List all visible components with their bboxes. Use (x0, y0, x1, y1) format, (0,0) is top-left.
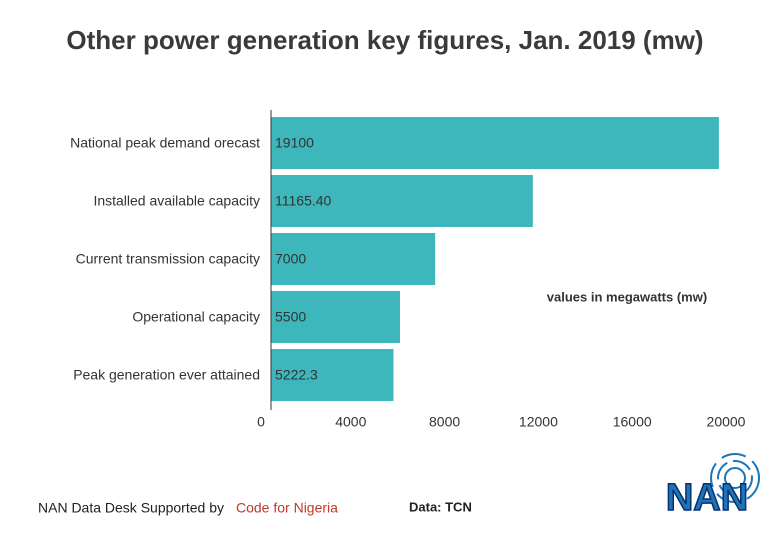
bar (271, 117, 719, 169)
x-tick-label: 20000 (707, 414, 746, 430)
footer-credit: NAN Data Desk Supported by (38, 500, 224, 516)
x-tick-label: 0 (257, 414, 265, 430)
logo-ring (710, 453, 760, 503)
value-label: 19100 (275, 135, 314, 151)
x-tick-label: 4000 (335, 414, 366, 430)
bar (271, 175, 533, 227)
footer-partner[interactable]: Code for Nigeria (236, 500, 338, 516)
logo-text: NAN (666, 477, 748, 519)
bar (271, 291, 400, 343)
y-tick-label: Peak generation ever attained (73, 367, 260, 383)
x-tick-label: 8000 (429, 414, 460, 430)
value-label: 5500 (275, 309, 306, 325)
y-tick-label: Operational capacity (132, 309, 260, 325)
x-tick-label: 16000 (613, 414, 652, 430)
y-tick-label: National peak demand orecast (70, 135, 260, 151)
y-tick-label: Installed available capacity (93, 193, 260, 209)
chart-title: Other power generation key figures, Jan.… (66, 25, 703, 55)
footer-source: Data: TCN (409, 499, 472, 514)
bar (271, 349, 394, 401)
value-label: 7000 (275, 251, 306, 267)
value-label: 11165.40 (275, 193, 332, 209)
bar (271, 233, 436, 285)
logo-ring (724, 467, 746, 489)
value-label: 5222.3 (275, 367, 318, 383)
logo: NAN (665, 453, 760, 520)
x-tick-label: 12000 (519, 414, 558, 430)
annotation: values in megawatts (mw) (547, 289, 707, 304)
y-tick-label: Current transmission capacity (76, 251, 260, 267)
logo-ring (717, 460, 753, 496)
